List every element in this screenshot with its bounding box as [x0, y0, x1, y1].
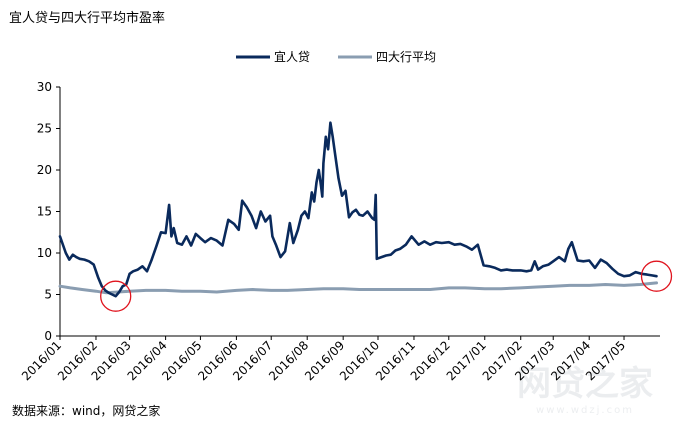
legend-label-1: 宜人贷	[274, 49, 310, 64]
watermark: 网贷之家 www.wdzj.com	[517, 364, 653, 416]
highlight-circle-2	[640, 260, 673, 292]
source-note: 数据来源：wind，网贷之家	[12, 404, 161, 418]
chart-title: 宜人贷与四大行平均市盈率	[9, 11, 166, 26]
watermark-url-text: www.wdzj.com	[536, 405, 634, 416]
x-axis: 2016/012016/022016/032016/042016/052016/…	[19, 335, 660, 383]
series-layer	[58, 121, 658, 298]
y-tick-label: 30	[37, 80, 52, 94]
y-tick-label: 25	[37, 122, 52, 136]
y-tick-label: 15	[37, 205, 52, 219]
y-axis: 0 5 10 15 20 25 30	[37, 80, 61, 343]
y-tick-label: 5	[44, 288, 52, 302]
y-tick-label: 10	[37, 246, 52, 260]
series-line-1	[58, 121, 658, 298]
series-line-2	[58, 281, 658, 295]
highlight-circles	[100, 260, 673, 312]
highlight-circle-1	[100, 280, 132, 312]
y-tick-label: 20	[37, 163, 52, 177]
legend-label-2: 四大行平均	[376, 50, 436, 64]
legend: 宜人贷 四大行平均	[236, 49, 436, 64]
watermark-logo-text: 网贷之家	[517, 364, 653, 404]
y-tick-label: 0	[44, 329, 52, 343]
